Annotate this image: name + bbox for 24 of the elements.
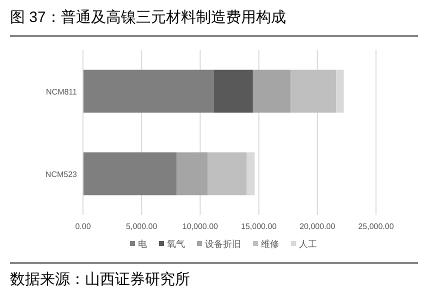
legend-label: 设备折旧 bbox=[205, 239, 241, 249]
x-tick-label: 15,000.00 bbox=[241, 222, 278, 231]
x-tick-label: 20,000.00 bbox=[300, 222, 336, 231]
bar bbox=[208, 152, 246, 196]
legend-label: 人工 bbox=[299, 239, 317, 249]
bar bbox=[83, 152, 177, 196]
bar bbox=[336, 70, 344, 113]
y-tick-label: NCM523 bbox=[45, 170, 78, 179]
x-tick-label: 5,000.00 bbox=[126, 222, 158, 231]
bar bbox=[246, 152, 255, 196]
bar bbox=[252, 70, 290, 113]
x-tick-label: 10,000.00 bbox=[182, 222, 219, 231]
bar bbox=[214, 70, 253, 113]
legend-label: 氧气 bbox=[167, 239, 185, 249]
bar bbox=[83, 70, 214, 113]
bar bbox=[290, 70, 336, 113]
x-tick-label: 25,000.00 bbox=[358, 222, 394, 231]
bar bbox=[176, 152, 208, 196]
x-tick-label: 0.00 bbox=[75, 222, 92, 231]
legend-label: 维修 bbox=[261, 239, 279, 249]
source-note: 数据来源：山西证券研究所 bbox=[10, 271, 190, 288]
chart-title: 图 37：普通及高镍三元材料制造费用构成 bbox=[10, 9, 286, 26]
y-tick-label: NCM811 bbox=[46, 87, 78, 96]
legend-label: 电 bbox=[138, 239, 147, 249]
